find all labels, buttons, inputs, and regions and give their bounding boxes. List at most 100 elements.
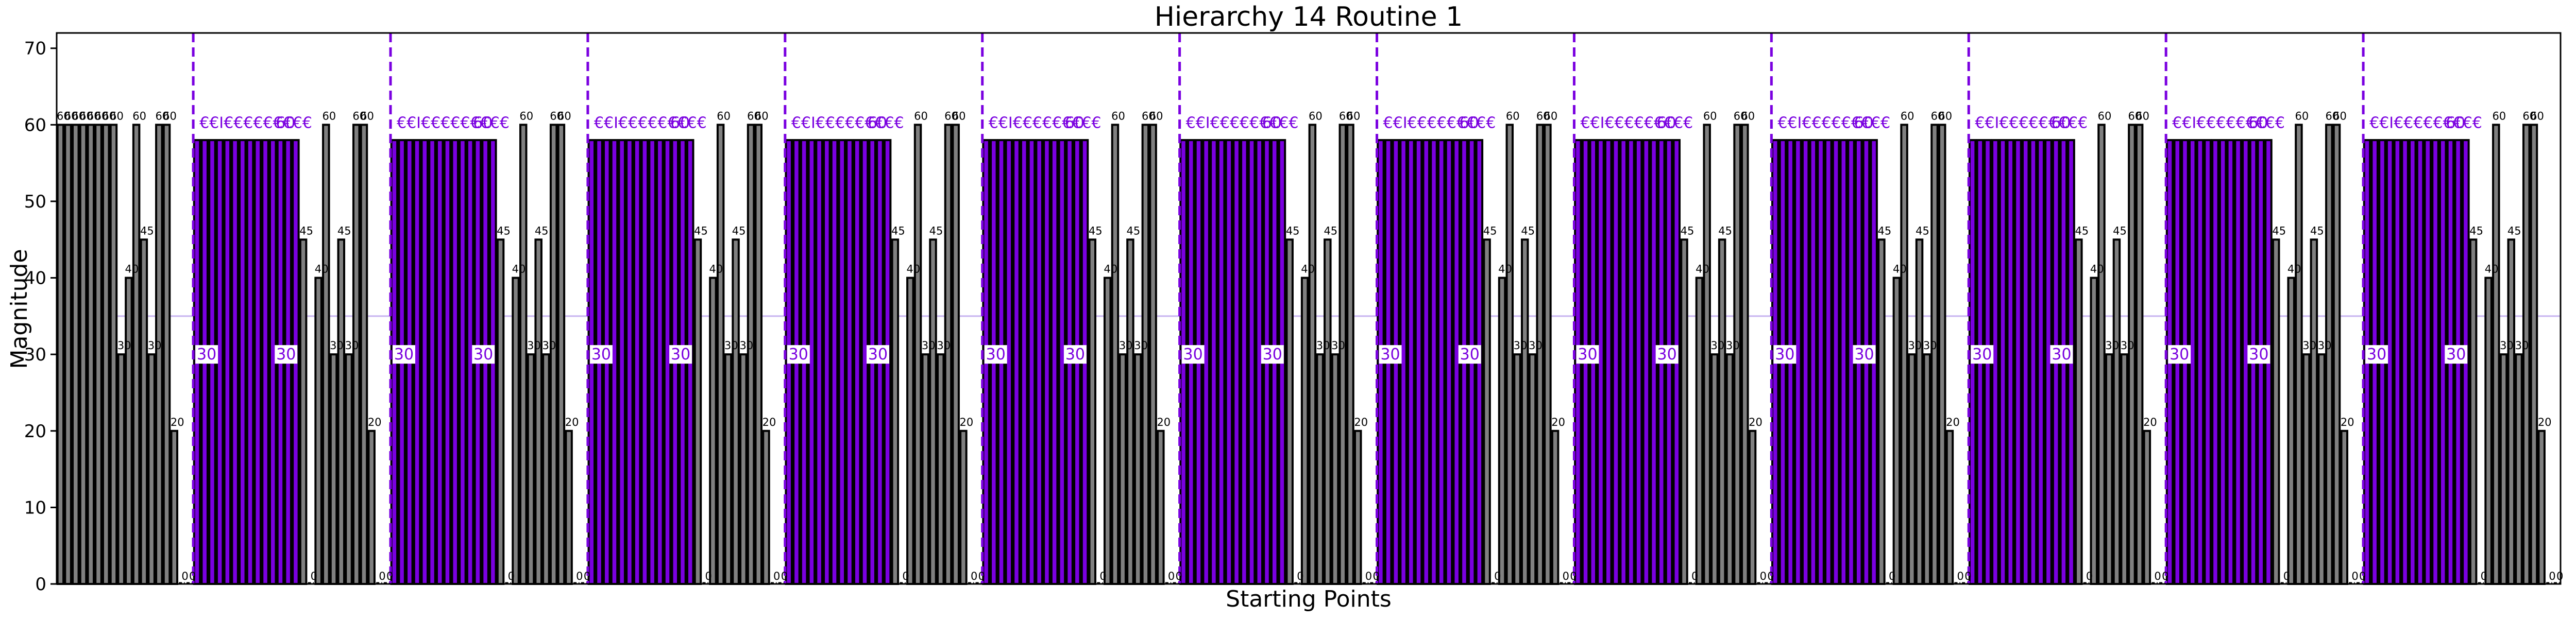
gray-bar bbox=[299, 238, 308, 585]
gray-bar bbox=[739, 353, 748, 585]
segment-top-label: 60 bbox=[1065, 114, 1084, 132]
data-label: 60 bbox=[360, 110, 374, 122]
segment-top-label: 60 bbox=[2051, 114, 2071, 132]
gray-bar bbox=[754, 124, 763, 585]
data-label: 30 bbox=[2105, 339, 2119, 352]
gray-bar bbox=[496, 238, 505, 585]
data-label: 20 bbox=[171, 416, 184, 428]
data-label: 45 bbox=[497, 225, 511, 237]
data-label: 0 bbox=[379, 570, 385, 582]
segment-end-label-box bbox=[1063, 345, 1087, 364]
segment-start-label: 30 bbox=[591, 346, 611, 364]
gray-bar bbox=[952, 124, 960, 585]
data-label: 20 bbox=[1946, 416, 1960, 428]
purple-bar bbox=[1414, 139, 1423, 585]
gray-bar bbox=[56, 124, 65, 585]
data-label: 40 bbox=[2485, 263, 2499, 275]
segment-top-box bbox=[2367, 113, 2466, 132]
purple-bar bbox=[633, 139, 641, 585]
gray-bar bbox=[79, 124, 88, 585]
gray-bar bbox=[1748, 429, 1757, 585]
purple-bar bbox=[239, 139, 247, 585]
segment-end-label-box bbox=[867, 345, 889, 364]
segment-end-label: 30 bbox=[1460, 346, 1480, 364]
purple-bar bbox=[2021, 139, 2030, 585]
data-label: 60 bbox=[717, 110, 731, 122]
data-label: 60 bbox=[747, 110, 761, 122]
segment-end-label: 30 bbox=[2446, 346, 2466, 364]
segment-start-label-box bbox=[1379, 345, 1402, 364]
gray-bar bbox=[2112, 238, 2121, 585]
gray-bar bbox=[101, 124, 110, 585]
data-label: 0 bbox=[2162, 570, 2168, 582]
data-label: 30 bbox=[1711, 339, 1725, 352]
data-label: 60 bbox=[72, 110, 86, 122]
data-label: 0 bbox=[1957, 570, 1963, 582]
purple-bar bbox=[420, 139, 429, 585]
data-label: 30 bbox=[922, 339, 936, 352]
data-label: 60 bbox=[1901, 110, 1914, 122]
purple-bar bbox=[830, 139, 839, 585]
data-label: 45 bbox=[1718, 225, 1732, 237]
segment-end-label-box bbox=[2050, 345, 2073, 364]
purple-bar bbox=[1027, 139, 1036, 585]
data-label: 45 bbox=[929, 225, 943, 237]
axes-layer: 0 10 20 30 40 50 60 70 bbox=[24, 32, 2562, 595]
gray-bar bbox=[1520, 238, 1529, 585]
gray-bar bbox=[1133, 353, 1142, 585]
data-label: 40 bbox=[1893, 263, 1907, 275]
gray-bar bbox=[2295, 124, 2303, 585]
gray-bar bbox=[1718, 238, 1726, 585]
purple-bar bbox=[640, 139, 649, 585]
gray-bar bbox=[1103, 277, 1112, 585]
purple-bar bbox=[2006, 139, 2015, 585]
segment-start-label-box bbox=[984, 345, 1007, 364]
gray-bar bbox=[732, 238, 740, 585]
gray-bar bbox=[117, 353, 125, 585]
purple-bar bbox=[2196, 139, 2205, 585]
y-tick-label: 50 bbox=[24, 192, 46, 212]
gray-bar bbox=[2507, 238, 2516, 585]
gray-bar bbox=[162, 124, 171, 585]
segment-top-box bbox=[1578, 113, 1676, 132]
gray-bar bbox=[1088, 238, 1097, 585]
segment-end-label-box bbox=[1853, 345, 1876, 364]
segment-top-box bbox=[1183, 113, 1282, 132]
purple-bar bbox=[1043, 139, 1051, 585]
data-label: 0 bbox=[2086, 570, 2093, 582]
segment-top-marks: €€ⵏ€€€€€€€€€ bbox=[1580, 114, 1693, 132]
data-label: 60 bbox=[132, 110, 146, 122]
gray-bar bbox=[329, 353, 338, 585]
data-label: 0 bbox=[311, 570, 317, 582]
gray-bar bbox=[1900, 124, 1908, 585]
data-label: 30 bbox=[1908, 339, 1922, 352]
segment-top-label: 60 bbox=[670, 114, 690, 132]
gray-bar bbox=[1877, 238, 1886, 585]
gray-bar bbox=[959, 429, 968, 585]
data-label: 60 bbox=[1111, 110, 1125, 122]
plot-frame bbox=[56, 32, 2562, 585]
gray-bar bbox=[2332, 124, 2341, 585]
gray-bar bbox=[1923, 353, 1931, 585]
data-label: 60 bbox=[1347, 110, 1361, 122]
data-label: 60 bbox=[95, 110, 109, 122]
purple-bar bbox=[261, 139, 269, 585]
data-label: 0 bbox=[2351, 570, 2358, 582]
data-label: 20 bbox=[1749, 416, 1762, 428]
segment-end-label: 30 bbox=[1657, 346, 1677, 364]
segment-start-label: 30 bbox=[1183, 346, 1203, 364]
x-axis-label: Starting Points bbox=[1226, 586, 1392, 612]
gray-bar bbox=[2317, 353, 2326, 585]
data-label: 0 bbox=[1691, 570, 1698, 582]
gray-bar bbox=[170, 429, 179, 585]
segment-start-label: 30 bbox=[2367, 346, 2386, 364]
segment-start-label: 30 bbox=[1380, 346, 1400, 364]
segment-top-marks: €€ⵏ€€€€€€€€€ bbox=[2369, 114, 2482, 132]
data-label: 60 bbox=[64, 110, 78, 122]
segment-start-label: 30 bbox=[986, 346, 1006, 364]
gray-bar bbox=[337, 238, 346, 585]
gray-bar bbox=[1945, 429, 1954, 585]
purple-bar bbox=[1020, 139, 1028, 585]
